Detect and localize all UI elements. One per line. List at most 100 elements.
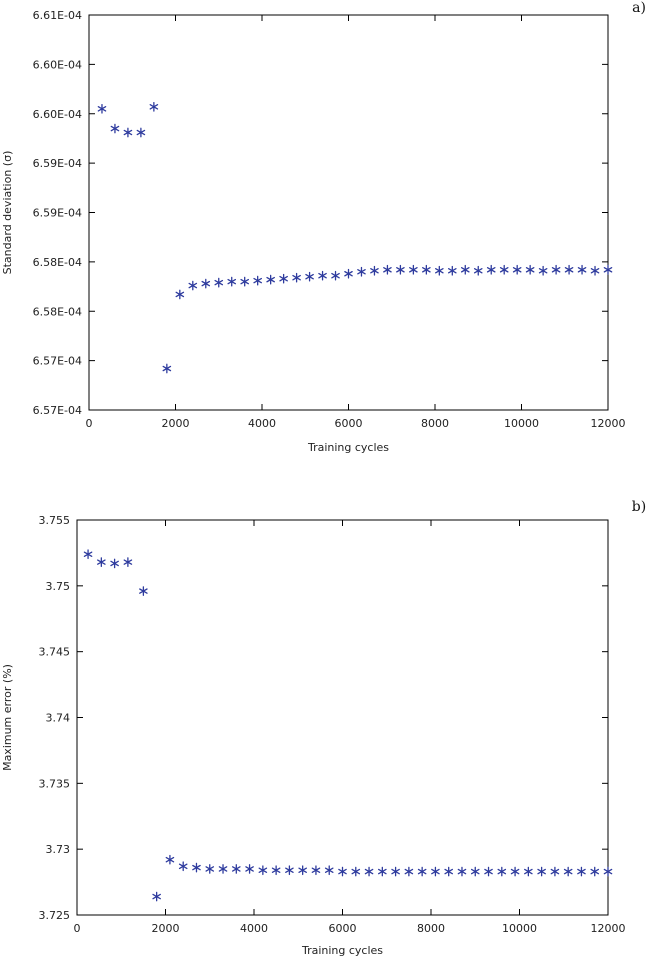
data-point — [178, 861, 188, 872]
x-axis-label: Training cycles — [301, 944, 383, 957]
data-point — [97, 103, 107, 114]
data-point — [279, 273, 288, 284]
y-tick-label: 6.59E-04 — [33, 207, 82, 220]
data-point — [266, 274, 275, 285]
y-tick-label: 6.59E-04 — [33, 157, 82, 170]
data-point — [473, 265, 483, 276]
data-point — [188, 280, 198, 291]
data-point — [460, 264, 470, 275]
data-point — [538, 265, 548, 276]
data-point — [525, 264, 535, 275]
data-point — [258, 865, 268, 876]
x-tick-label: 10000 — [502, 922, 537, 935]
data-point — [338, 866, 347, 877]
data-point — [123, 557, 133, 567]
x-tick-label: 6000 — [329, 922, 357, 935]
data-point — [563, 866, 573, 877]
data-point — [110, 558, 119, 569]
y-tick-label: 6.57E-04 — [33, 404, 82, 417]
y-axis-label: Maximum error (%) — [1, 664, 14, 771]
data-point — [603, 264, 613, 275]
x-tick-label: 12000 — [591, 922, 626, 935]
y-tick-label: 3.73 — [46, 843, 71, 856]
data-point — [83, 549, 93, 560]
y-tick-label: 3.745 — [39, 646, 71, 659]
data-point — [404, 866, 414, 877]
y-tick-label: 3.75 — [46, 580, 71, 593]
data-point — [136, 127, 146, 138]
data-point — [431, 866, 440, 877]
data-point — [298, 865, 307, 876]
data-point — [240, 276, 250, 287]
data-point — [499, 264, 509, 275]
y-tick-label: 6.60E-04 — [33, 108, 82, 121]
x-tick-label: 4000 — [240, 922, 268, 935]
data-point — [227, 276, 237, 287]
data-point — [370, 265, 379, 276]
data-point — [139, 586, 148, 596]
data-point — [175, 289, 185, 300]
data-point — [324, 865, 334, 876]
data-point — [512, 264, 522, 275]
data-point — [192, 862, 201, 873]
data-point — [214, 277, 224, 288]
x-tick-label: 12000 — [591, 417, 626, 430]
data-point — [486, 264, 496, 275]
y-tick-label: 6.58E-04 — [33, 305, 82, 318]
x-tick-label: 2000 — [152, 922, 180, 935]
data-point — [396, 264, 405, 275]
data-point — [524, 866, 533, 877]
panel-label: b) — [632, 499, 646, 515]
data-point — [603, 866, 613, 877]
data-point — [409, 264, 418, 275]
data-point — [292, 272, 301, 283]
data-point — [357, 266, 366, 277]
data-point — [110, 123, 120, 134]
y-axis-label: Standard deviation (σ) — [1, 151, 14, 275]
y-tick-label: 3.755 — [39, 514, 71, 527]
y-tick-label: 3.735 — [39, 777, 71, 790]
x-tick-label: 10000 — [504, 417, 539, 430]
data-point — [564, 264, 574, 275]
data-point — [218, 864, 228, 874]
data-point — [422, 264, 431, 275]
data-point — [470, 866, 480, 877]
data-point — [201, 278, 211, 289]
data-point — [590, 265, 600, 276]
data-point — [590, 866, 600, 877]
x-tick-label: 0 — [74, 922, 81, 935]
x-tick-label: 6000 — [335, 417, 363, 430]
data-point — [205, 864, 215, 874]
data-point — [162, 363, 172, 374]
data-point — [551, 264, 561, 275]
chart-panel-a: 0 2000 4000 6000 8000 10000 12000 6.57E-04 6.57E… — [1, 0, 646, 454]
data-point — [285, 865, 294, 876]
data-point — [123, 127, 133, 138]
data-point — [497, 866, 507, 877]
data-point — [253, 275, 262, 286]
y-tick-label: 6.57E-04 — [33, 355, 82, 368]
x-tick-label: 8000 — [417, 922, 445, 935]
y-tick-label: 3.725 — [39, 909, 71, 922]
data-point — [444, 866, 454, 877]
data-point — [305, 271, 314, 282]
data-point — [318, 270, 327, 281]
data-point — [165, 854, 175, 865]
panel-label: a) — [632, 0, 646, 16]
y-tick-label: 6.61E-04 — [33, 9, 82, 22]
data-point — [97, 557, 106, 567]
data-point — [417, 866, 427, 877]
data-point — [577, 264, 587, 275]
data-point — [435, 265, 444, 276]
data-point — [351, 866, 361, 877]
y-tick-label: 6.58E-04 — [33, 256, 82, 269]
data-point — [457, 866, 467, 877]
data-point — [344, 268, 353, 279]
data-point — [149, 101, 159, 112]
data-point — [152, 891, 161, 902]
data-point — [391, 866, 400, 877]
data-point — [550, 866, 560, 877]
y-tick-label: 6.60E-04 — [33, 58, 82, 71]
